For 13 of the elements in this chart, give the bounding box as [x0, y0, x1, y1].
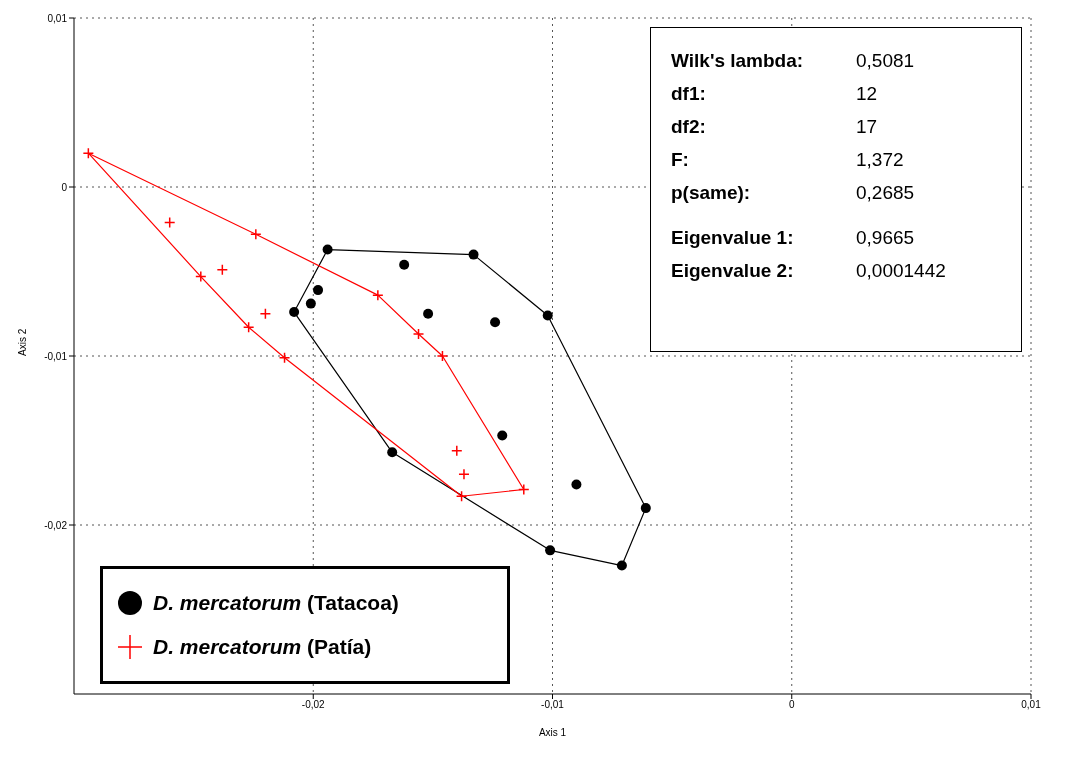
x-tick-label: -0,02 — [301, 699, 326, 711]
y-tick-label: 0,01 — [47, 12, 68, 24]
legend-label: D. mercatorum (Patía) — [153, 635, 372, 659]
y-axis-title: Axis 2 — [16, 328, 28, 356]
legend-label: D. mercatorum (Tatacoa) — [153, 591, 399, 615]
y-tick-label: -0,02 — [44, 519, 68, 531]
y-tick-label: 0 — [61, 181, 68, 193]
x-tick-label: -0,01 — [541, 699, 565, 711]
x-tick-label: 0 — [788, 699, 795, 711]
x-tick-label: 0,01 — [1021, 699, 1042, 711]
statistics-box: Wilk's lambda: 0,5081 df1: 12 df2: 17 F: 1,372 p(same): 0,2685 Eigenvalue 1: 0,9665 Eigenvalue 2: 0,0001442 — [650, 27, 1022, 352]
y-tick-label: -0,01 — [44, 350, 68, 362]
x-axis-title: Axis 1 — [538, 727, 567, 738]
